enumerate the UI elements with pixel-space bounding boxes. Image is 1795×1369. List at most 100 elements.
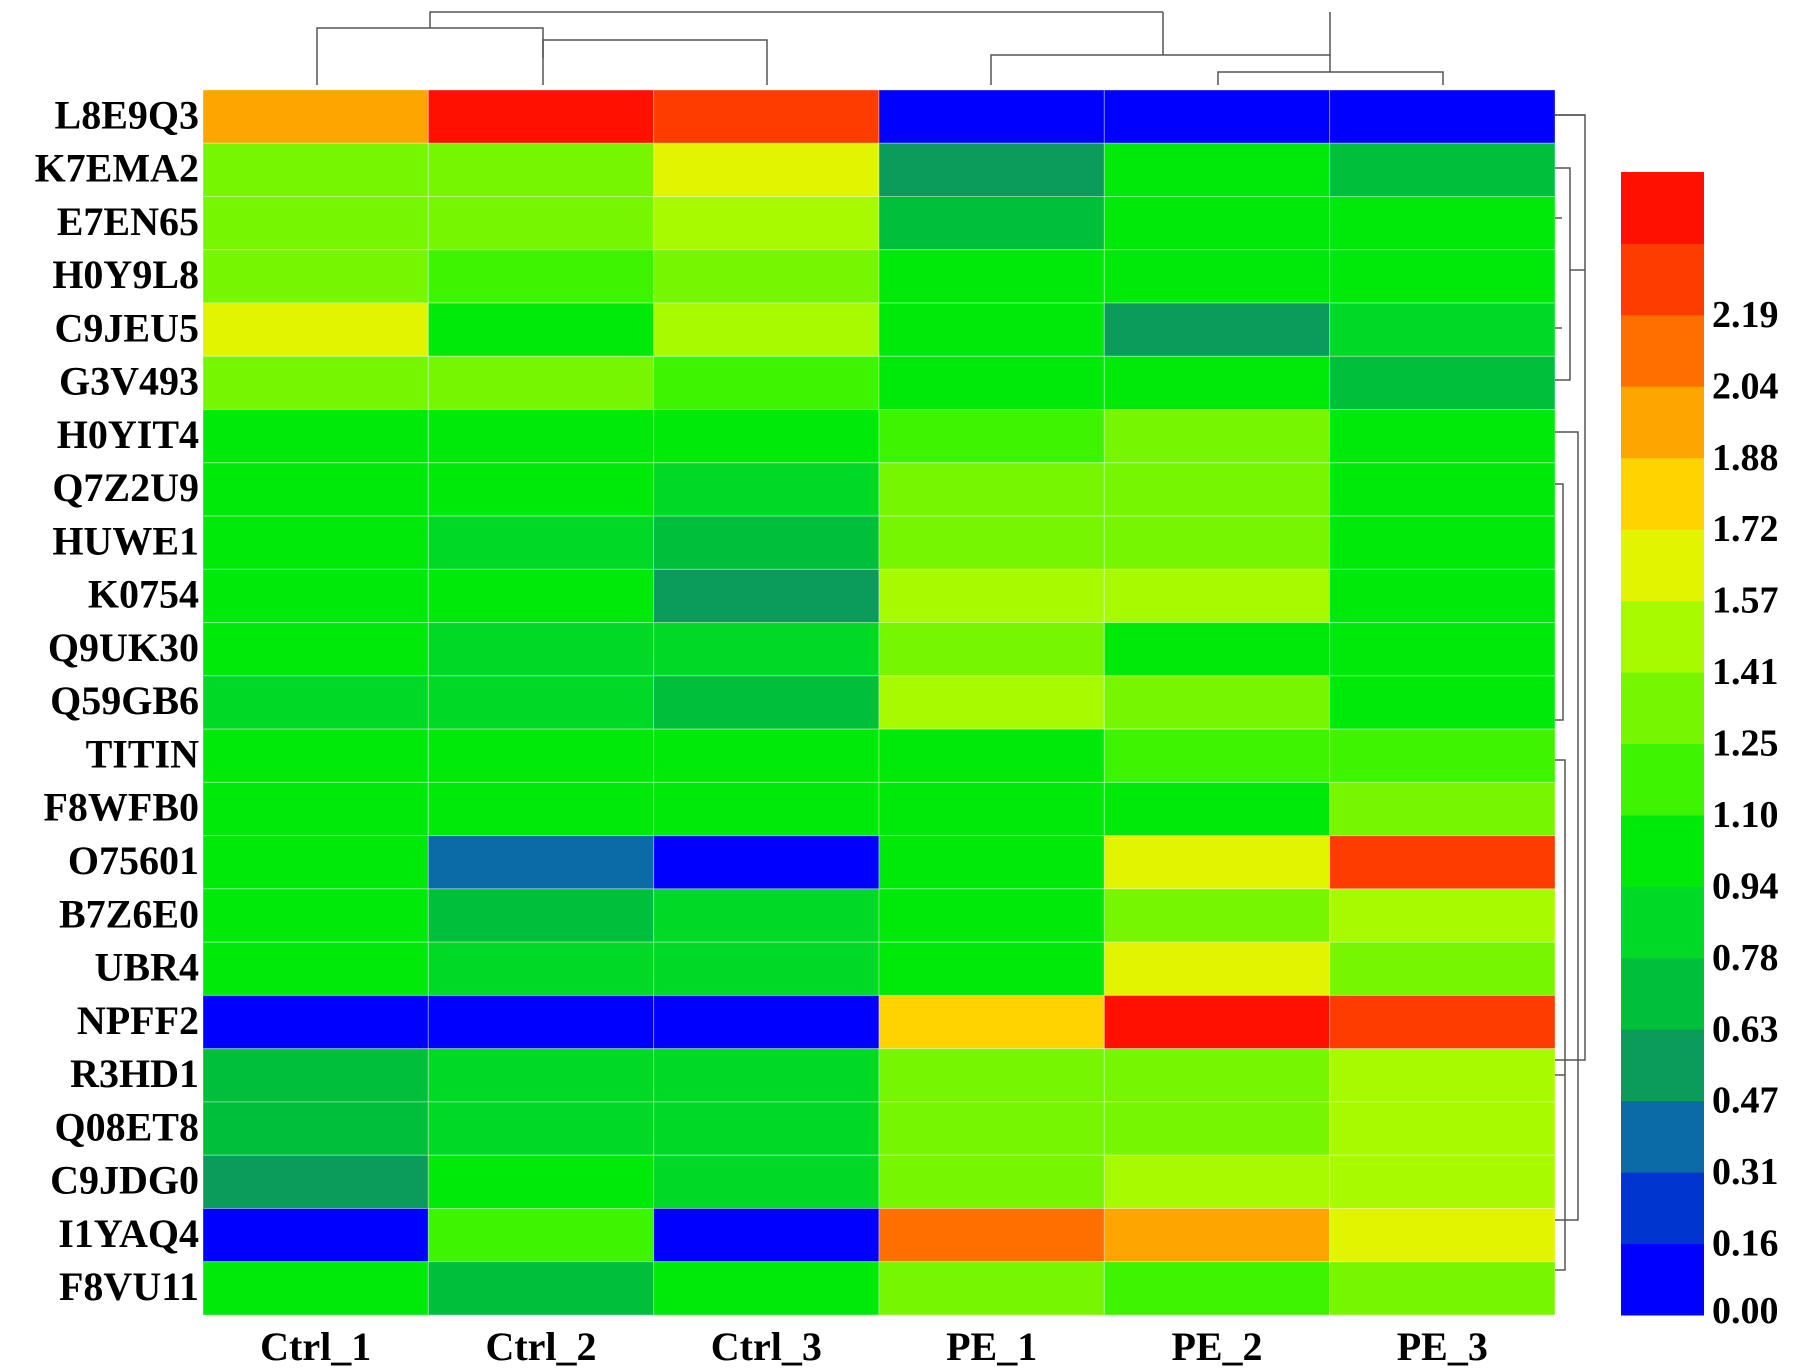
- heatmap-cell: [878, 249, 1105, 304]
- heatmap-cell: [653, 1048, 880, 1103]
- heatmap-cell: [653, 462, 880, 517]
- heatmap-cell: [878, 835, 1105, 890]
- row-dendrogram: [1555, 114, 1586, 1271]
- legend-swatch: [1621, 457, 1704, 530]
- heatmap-cell: [427, 835, 655, 890]
- legend-swatch: [1621, 1100, 1704, 1173]
- heatmap-cell: [202, 355, 429, 411]
- heatmap-cell: [1329, 1154, 1556, 1209]
- legend-tick-label: 2.04: [1712, 365, 1779, 407]
- row-label: E7EN65: [57, 199, 199, 244]
- row-label: Q08ET8: [55, 1104, 199, 1149]
- legend-swatch: [1621, 386, 1704, 459]
- heatmap-cell: [1103, 1261, 1331, 1316]
- row-label: H0YIT4: [57, 412, 199, 457]
- heatmap-cell: [1329, 781, 1556, 837]
- legend-tick-label: 1.72: [1712, 508, 1779, 550]
- row-label: I1YAQ4: [58, 1211, 199, 1256]
- heatmap-cell: [202, 1207, 429, 1263]
- heatmap-cell: [202, 1154, 429, 1209]
- legend-swatch: [1621, 814, 1704, 887]
- heatmap-cell: [653, 622, 880, 677]
- legend-swatch: [1621, 172, 1704, 244]
- legend-swatch: [1621, 743, 1704, 816]
- column-label: PE_3: [1397, 1324, 1488, 1369]
- row-label: UBR4: [95, 945, 199, 990]
- heatmap-cell: [878, 515, 1105, 570]
- heatmap-cell: [1103, 302, 1331, 357]
- heatmap-cell: [1103, 515, 1331, 570]
- heatmap-cell: [427, 1207, 655, 1263]
- legend-tick-label: 1.57: [1712, 580, 1779, 622]
- heatmap-cell: [1103, 888, 1331, 943]
- row-label: TITIN: [86, 732, 199, 777]
- row-label: K7EMA2: [35, 146, 199, 191]
- heatmap-cell: [202, 196, 429, 251]
- heatmap-cell: [878, 89, 1105, 144]
- heatmap-cell: [427, 568, 655, 624]
- row-label: R3HD1: [70, 1051, 199, 1096]
- heatmap-cell: [202, 941, 429, 996]
- row-label: Q9UK30: [48, 625, 199, 670]
- heatmap-cell: [653, 888, 880, 943]
- heatmap-cell: [878, 1261, 1105, 1316]
- heatmap-cell: [1329, 142, 1556, 198]
- heatmap-cell: [878, 781, 1105, 837]
- dendro-link: [1555, 167, 1571, 381]
- heatmap-cell: [653, 196, 880, 251]
- heatmap-cell: [202, 302, 429, 357]
- dendro-link: [429, 11, 1163, 28]
- heatmap-cell: [878, 355, 1105, 411]
- row-label: L8E9Q3: [55, 92, 199, 137]
- column-label: Ctrl_1: [260, 1324, 371, 1369]
- heatmap-cell: [1329, 568, 1556, 624]
- heatmap-cell: [1329, 1207, 1556, 1263]
- heatmap-cell: [878, 409, 1105, 464]
- heatmap-cell: [1329, 515, 1556, 570]
- row-label: O75601: [68, 838, 199, 883]
- legend-tick-label: 2.19: [1712, 294, 1779, 336]
- heatmap-cell: [653, 1154, 880, 1209]
- heatmap-cell: [1329, 462, 1556, 517]
- heatmap-cell: [1103, 781, 1331, 837]
- row-label: K0754: [88, 572, 199, 617]
- heatmap-cell: [1103, 355, 1331, 411]
- heatmap-cell: [653, 409, 880, 464]
- heatmap-cell: [653, 675, 880, 730]
- heatmap-cell: [1103, 568, 1331, 624]
- heatmap-cell: [653, 994, 880, 1050]
- row-label: F8VU11: [59, 1264, 199, 1309]
- heatmap-cell: [1329, 89, 1556, 144]
- legend-tick-label: 0.63: [1712, 1008, 1779, 1050]
- heatmap-cell: [878, 568, 1105, 624]
- row-label: HUWE1: [52, 518, 199, 563]
- row-label: C9JEU5: [55, 305, 199, 350]
- heatmap-cell: [878, 1048, 1105, 1103]
- heatmap-cell: [427, 515, 655, 570]
- heatmap-cell: [878, 994, 1105, 1050]
- heatmap-cell: [1329, 1101, 1556, 1156]
- legend-tick-label: 1.25: [1712, 723, 1779, 765]
- heatmap-cell: [427, 142, 655, 198]
- dendro-link: [1555, 483, 1564, 721]
- legend-tick-label: 0.94: [1712, 865, 1779, 907]
- heatmap-cell: [1329, 196, 1556, 251]
- row-label: F8WFB0: [43, 785, 199, 830]
- heatmap-cell: [202, 515, 429, 570]
- heatmap-cell: [653, 302, 880, 357]
- heatmap-cell: [202, 409, 429, 464]
- row-label: B7Z6E0: [59, 891, 199, 936]
- heatmap-cell: [1103, 249, 1331, 304]
- heatmap-cell: [878, 728, 1105, 783]
- legend-swatch: [1621, 886, 1704, 959]
- heatmap-cell: [202, 89, 429, 144]
- heatmap-cell: [653, 835, 880, 890]
- legend-swatch: [1621, 1029, 1704, 1102]
- heatmap-cell: [878, 302, 1105, 357]
- heatmap-cell: [1103, 1101, 1331, 1156]
- heatmap-cell: [1329, 355, 1556, 411]
- heatmap-cell: [878, 888, 1105, 943]
- heatmap-cell: [1103, 89, 1331, 144]
- heatmap-cell: [1103, 196, 1331, 251]
- dendro-link: [316, 27, 544, 85]
